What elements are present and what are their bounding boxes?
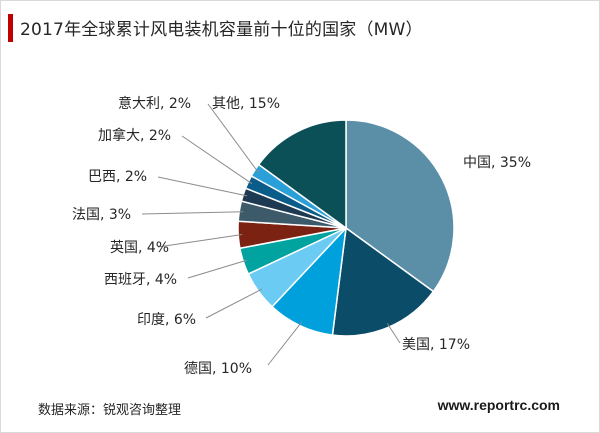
pie-slice-1: [331, 226, 435, 337]
data-label-2: 德国, 10%: [184, 361, 252, 377]
data-label-7: 巴西, 2%: [88, 169, 147, 185]
leader-line-8: [181, 135, 253, 185]
data-label-8: 加拿大, 2%: [98, 127, 171, 144]
chart-title: 2017年全球累计风电装机容量前十位的国家（MW）: [20, 20, 423, 40]
data-label-3: 印度, 6%: [137, 312, 196, 328]
data-label-0: 中国, 35%: [463, 155, 531, 171]
source-note: 数据来源：锐观咨询整理: [38, 403, 182, 418]
website-watermark: www.reportrc.com: [437, 397, 560, 413]
data-label-4: 西班牙, 4%: [104, 272, 177, 288]
pie-slice-0: [345, 119, 455, 293]
pie-slice-10: [257, 119, 347, 230]
leader-line-9: [207, 103, 259, 173]
data-label-1: 美国, 17%: [402, 337, 470, 353]
leader-line-5: [157, 234, 243, 248]
leader-line-6: [141, 211, 244, 215]
leader-line-4: [187, 259, 248, 279]
leader-line-2: [267, 321, 303, 366]
data-label-6: 法国, 3%: [72, 207, 131, 223]
data-label-10: 其他, 15%: [212, 96, 280, 112]
leader-line-3: [205, 288, 263, 319]
title-accent-bar: [8, 14, 13, 42]
leader-line-7: [157, 176, 248, 197]
data-label-9: 意大利, 2%: [118, 95, 191, 112]
leader-line-1: [386, 323, 401, 344]
data-label-5: 英国, 4%: [110, 239, 169, 256]
